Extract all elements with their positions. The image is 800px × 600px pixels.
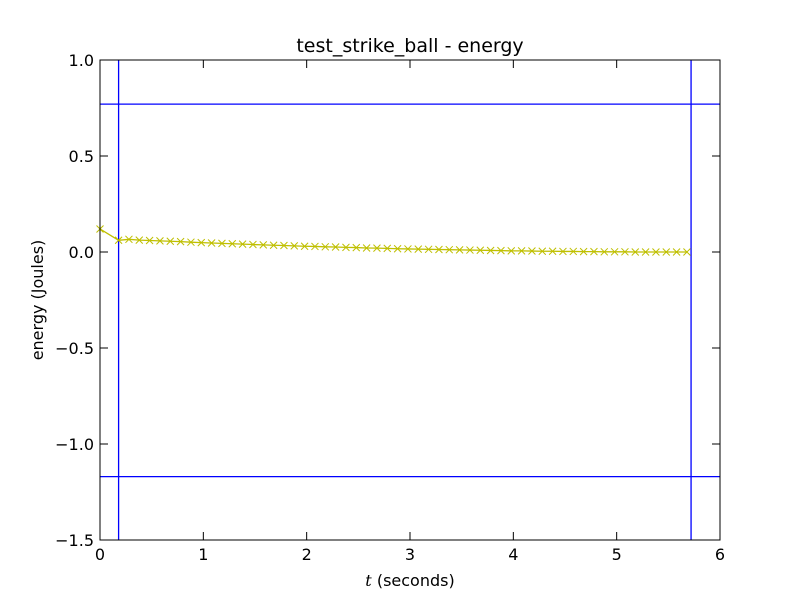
data-point [466, 246, 474, 254]
data-point [393, 244, 402, 253]
data-point [641, 248, 650, 256]
data-point [486, 246, 495, 255]
data-point [197, 238, 206, 247]
data-point [579, 247, 588, 256]
x-axis-label: t (seconds) [365, 571, 454, 590]
y-tick-label: −1.5 [55, 531, 94, 550]
series-line-0 [99, 228, 687, 253]
data-point [652, 248, 660, 256]
plot-area [96, 60, 720, 540]
data-point [228, 239, 237, 248]
data-point [517, 246, 526, 255]
data-point [435, 245, 443, 254]
data-point [610, 247, 619, 256]
data-point [352, 243, 361, 252]
data-point [362, 244, 371, 252]
data-point [559, 247, 567, 256]
data-point [249, 240, 257, 249]
data-point [114, 236, 123, 245]
data-point [424, 245, 433, 254]
y-tick-label: −0.5 [55, 339, 94, 358]
y-tick-label: 0.5 [69, 147, 94, 166]
data-point [300, 242, 309, 251]
x-axis-variable: t [365, 571, 372, 590]
data-point [621, 247, 629, 256]
data-point [166, 237, 175, 246]
data-point [590, 247, 598, 256]
data-point [280, 241, 288, 250]
data-point [342, 243, 350, 252]
data-point [176, 237, 185, 246]
x-tick-label: 2 [302, 545, 312, 564]
y-tick-label: −1.0 [55, 435, 94, 454]
data-point [569, 247, 578, 256]
data-point [683, 248, 691, 256]
data-point [290, 242, 299, 250]
y-tick-label: 0.0 [69, 243, 94, 262]
data-point [528, 247, 536, 255]
data-point [672, 248, 681, 256]
data-point [218, 239, 226, 248]
data-point [207, 239, 216, 247]
data-point [259, 241, 268, 249]
x-tick-label: 0 [95, 545, 105, 564]
data-point [145, 236, 154, 245]
x-tick-label: 6 [715, 545, 725, 564]
data-point [631, 248, 640, 256]
data-point [455, 246, 464, 254]
data-point [404, 245, 412, 253]
data-point [125, 235, 133, 244]
chart-title: test_strike_ball - energy [296, 35, 523, 57]
x-tick-label: 1 [198, 545, 208, 564]
data-point [311, 242, 319, 251]
data-point [497, 246, 505, 255]
data-point [662, 248, 671, 256]
data-point [548, 247, 557, 256]
x-axis-unit: (seconds) [372, 571, 455, 590]
y-tick-label: 1.0 [69, 51, 94, 70]
data-point [321, 242, 330, 251]
data-point [238, 240, 247, 248]
data-point [600, 247, 609, 256]
data-point [187, 238, 195, 247]
data-point [331, 243, 340, 251]
x-tick-label: 3 [405, 545, 415, 564]
data-point [373, 244, 381, 253]
data-point [507, 246, 516, 255]
data-point [414, 245, 423, 253]
x-tick-label: 4 [508, 545, 518, 564]
data-point [476, 246, 485, 255]
data-point [538, 247, 547, 256]
data-point [383, 244, 392, 253]
y-axis-label: energy (Joules) [28, 240, 47, 361]
data-point [269, 241, 278, 250]
x-tick-label: 5 [612, 545, 622, 564]
plot-frame [99, 59, 721, 541]
axis-ticks: 0 1 2 3 4 5 6 1.0 0.5 0.0 −0.5 −1.0 −1.5 [55, 51, 725, 564]
data-point [135, 236, 144, 244]
data-point [156, 237, 164, 245]
data-point [445, 245, 454, 254]
